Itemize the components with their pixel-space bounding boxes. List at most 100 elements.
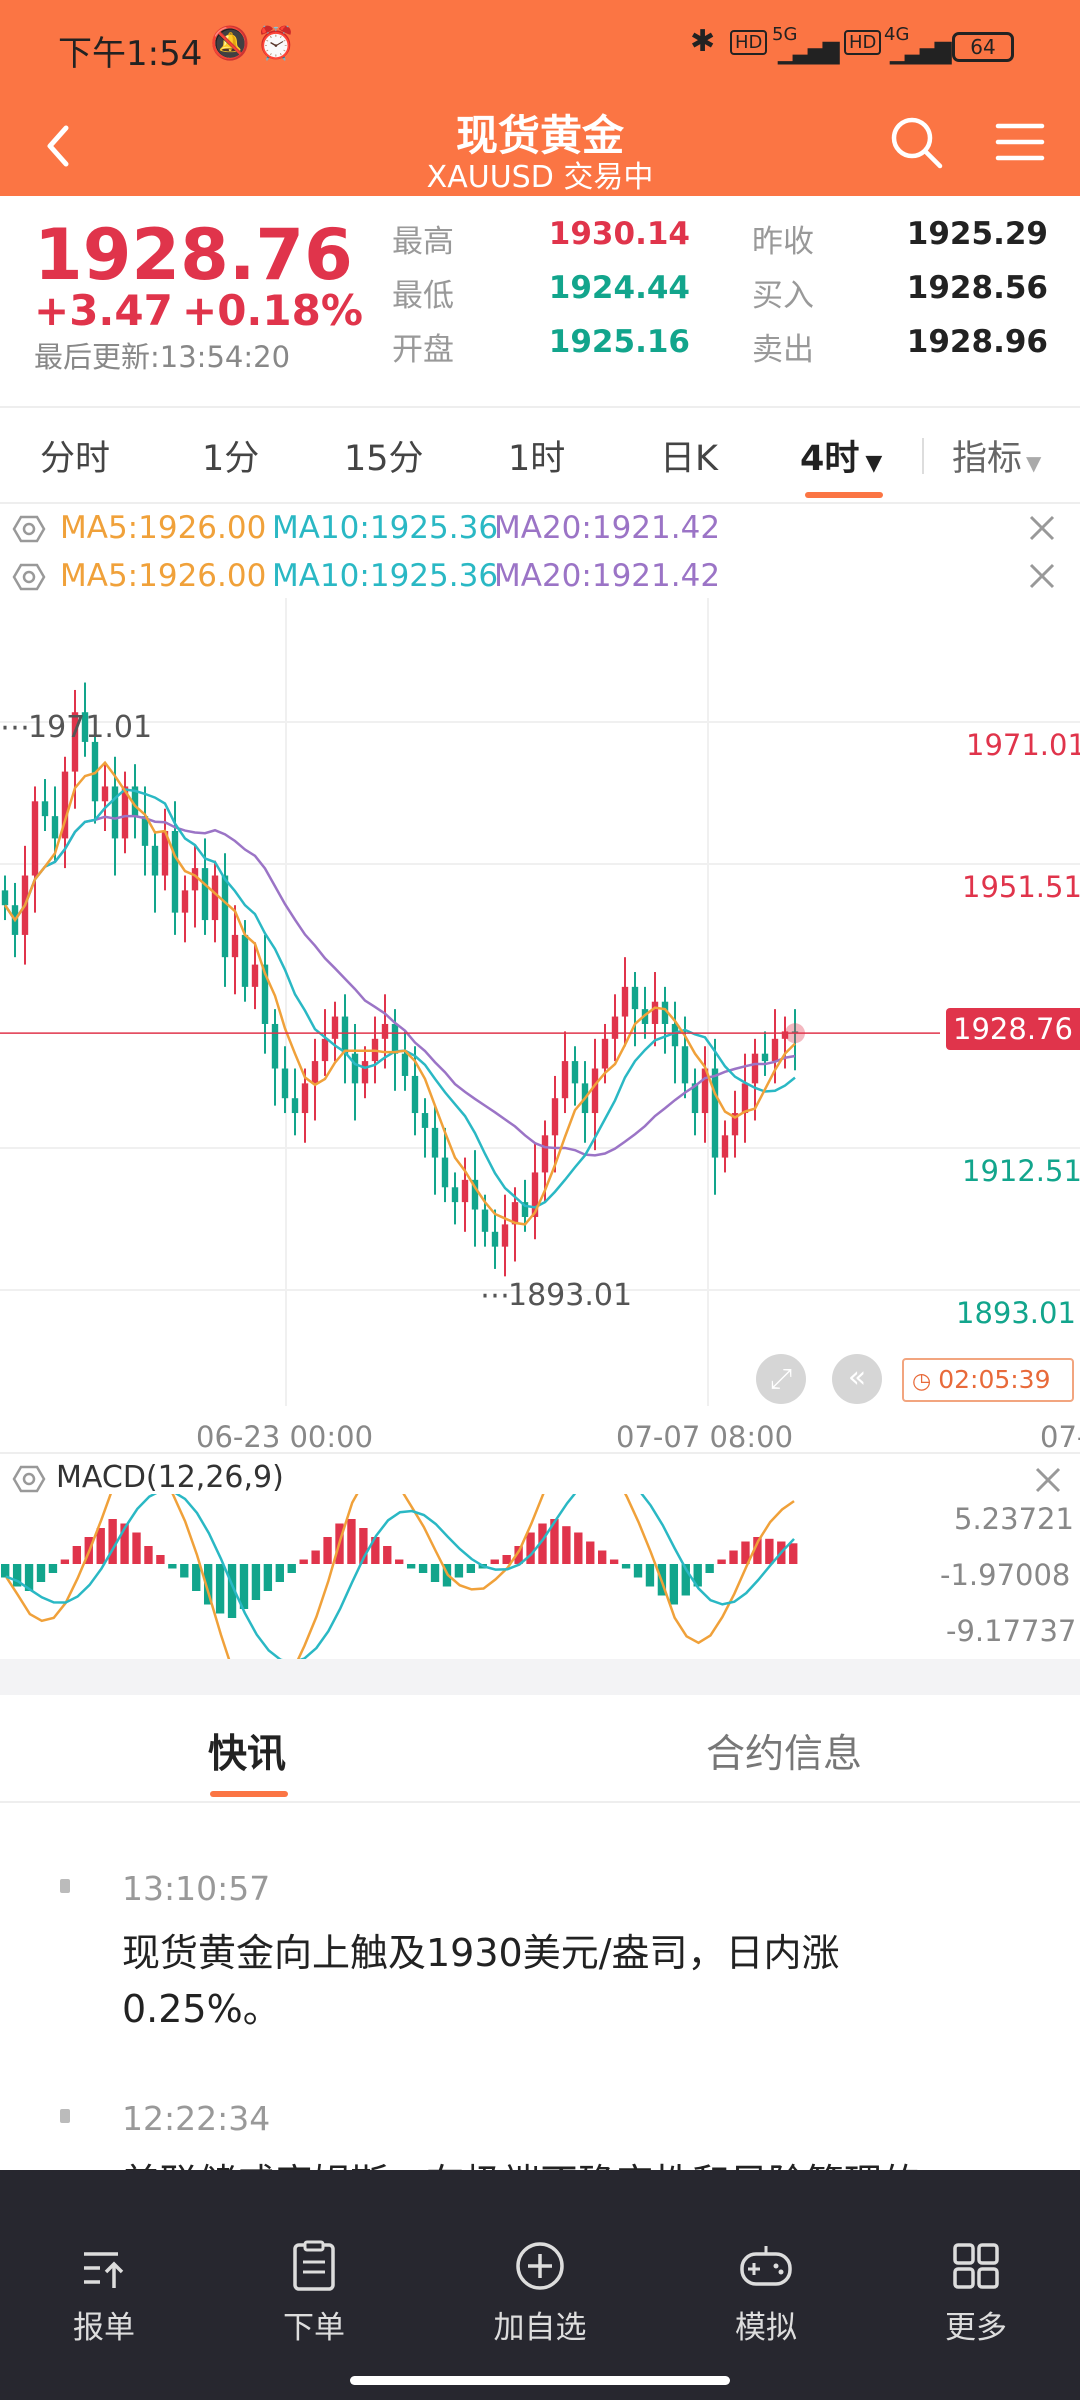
macd-bar <box>108 1519 117 1564</box>
macd-line <box>4 1494 795 1659</box>
candle-body <box>301 1083 309 1114</box>
nav-simulate[interactable]: 模拟 <box>706 2240 826 2347</box>
tab-daily[interactable]: 日K <box>660 439 718 479</box>
ma-legend: MA5:1926.00 MA10:1925.36 MA20:1921.42 MA… <box>0 504 1080 598</box>
menu-icon[interactable] <box>994 116 1046 168</box>
macd-bar <box>72 1546 81 1564</box>
candlestick-chart[interactable]: ⋯1971.01 ⋯1893.01 1971.01 1951.51 1928.7… <box>0 598 1080 1454</box>
tab-flash-news[interactable]: 快讯 <box>208 1732 287 1777</box>
candle-body <box>701 1068 709 1114</box>
last-price: 1928.76 <box>34 214 353 296</box>
news-list: 13:10:57 现货黄金向上触及1930美元/盎司，日内涨0.25%。 12:… <box>0 1803 1080 2170</box>
candle-body <box>201 868 209 921</box>
macd-bar <box>562 1526 571 1564</box>
candle-body <box>741 1083 749 1114</box>
ma10-value-2: MA10:1925.36 <box>272 558 499 594</box>
gamepad-icon <box>740 2246 792 2286</box>
stat-value-bid: 1928.56 <box>906 270 1048 306</box>
order-icon <box>293 2240 335 2291</box>
settings-hex-icon[interactable] <box>12 514 46 544</box>
mute-icon: 🔕 <box>210 24 250 62</box>
candle-body <box>621 986 629 1017</box>
macd-bar <box>323 1537 332 1564</box>
macd-bar <box>693 1564 702 1587</box>
hd-icon: HD <box>730 30 768 55</box>
expand-icon[interactable]: ⤢ <box>756 1354 806 1404</box>
alarm-icon: ⏰ <box>256 24 296 62</box>
nav-add-watchlist[interactable]: 加自选 <box>480 2240 600 2347</box>
tab-indicators[interactable]: 指标 ▼ <box>952 430 1041 481</box>
candle-body <box>191 868 199 891</box>
nav-order-label: 下单 <box>283 2310 345 2346</box>
macd-bar <box>60 1559 70 1564</box>
bullet-icon <box>60 1879 70 1893</box>
macd-bar <box>275 1564 284 1582</box>
tab-contract-info[interactable]: 合约信息 <box>706 1732 863 1777</box>
stat-value-ask: 1928.96 <box>906 324 1048 360</box>
high-marker-value: 1971.01 <box>28 710 153 745</box>
ma5-value: MA5:1926.00 <box>60 510 267 546</box>
rewind-icon[interactable]: « <box>832 1354 882 1404</box>
macd-settings-icon[interactable] <box>12 1464 46 1494</box>
battery-icon: 64 <box>952 32 1014 62</box>
macd-bar <box>621 1564 631 1569</box>
nav-more[interactable]: 更多 <box>916 2240 1036 2347</box>
price-change-pct: +0.18% <box>182 286 363 335</box>
macd-bar <box>753 1537 762 1564</box>
candle-body <box>281 1068 289 1099</box>
macd-bar <box>203 1564 213 1605</box>
ma20-value-2: MA20:1921.42 <box>494 558 721 594</box>
last-updated: 最后更新:13:54:20 <box>34 340 291 374</box>
candle-body <box>631 986 639 1010</box>
nav-order[interactable]: 下单 <box>254 2240 374 2347</box>
macd-panel[interactable]: MACD(12,26,9) 5.23721 -1.97008 -9.17737 <box>0 1454 1080 1659</box>
ma10-value: MA10:1925.36 <box>272 510 499 546</box>
macd-bar <box>251 1564 261 1600</box>
current-price-tag: 1928.76 <box>946 1008 1080 1050</box>
macd-bar <box>586 1541 595 1564</box>
candle-body <box>691 1083 699 1114</box>
tab-4hour[interactable]: 4时 ▼ <box>800 430 882 481</box>
stat-value-prev-close: 1925.29 <box>906 216 1048 252</box>
add-watchlist-icon <box>516 2242 564 2290</box>
macd-bar <box>156 1555 165 1564</box>
macd-bar <box>705 1564 714 1573</box>
macd-bar <box>598 1550 607 1564</box>
candle-body <box>751 1053 759 1084</box>
news-text-2[interactable]: 美联储威廉姆斯：在极端不确定性和风险管理的 <box>122 2155 1022 2170</box>
candle-body <box>561 1061 569 1099</box>
macd-bar <box>36 1564 46 1582</box>
macd-bar <box>514 1546 523 1564</box>
tab-15min[interactable]: 15分 <box>344 439 424 479</box>
stat-label-open: 开盘 <box>392 332 454 368</box>
tab-1min[interactable]: 1分 <box>202 439 260 479</box>
settings-hex-icon-2[interactable] <box>12 562 46 592</box>
macd-bar <box>180 1564 189 1578</box>
bottom-nav: 报单 下单 加自选 模拟 更多 <box>0 2170 1080 2400</box>
close-icon-2[interactable] <box>1028 562 1056 590</box>
current-price-dot <box>785 1023 805 1044</box>
y-label-4: 1893.01 <box>956 1296 1076 1330</box>
macd-bar <box>96 1528 105 1564</box>
network-4g: 4G <box>884 24 910 45</box>
tab-timeshare[interactable]: 分时 <box>40 439 111 479</box>
chevron-left-icon[interactable] <box>40 120 80 172</box>
home-indicator[interactable] <box>350 2376 730 2385</box>
search-icon[interactable] <box>888 114 944 170</box>
macd-bar <box>239 1564 249 1609</box>
tab-1hour[interactable]: 1时 <box>508 439 566 479</box>
candle-body <box>261 964 269 1024</box>
macd-close-icon[interactable] <box>1034 1466 1062 1494</box>
nav-report[interactable]: 报单 <box>44 2240 164 2347</box>
quote-panel: 1928.76 +3.47 +0.18% 最后更新:13:54:20 最高 19… <box>0 196 1080 408</box>
high-marker-dots: ⋯ <box>0 710 30 745</box>
period-tabs: 分时 1分 15分 1时 日K 4时 ▼ 指标 ▼ <box>0 408 1080 504</box>
candle-countdown: ◷ 02:05:39 <box>902 1358 1074 1402</box>
signal-icon: ▁▃▅▇ <box>778 40 840 65</box>
news-text[interactable]: 现货黄金向上触及1930美元/盎司，日内涨0.25%。 <box>122 1931 840 2031</box>
macd-bar <box>502 1555 511 1564</box>
macd-bar <box>418 1564 428 1573</box>
candle-body <box>241 934 249 987</box>
close-icon[interactable] <box>1028 514 1056 542</box>
low-marker-dots: ⋯ <box>480 1278 510 1313</box>
